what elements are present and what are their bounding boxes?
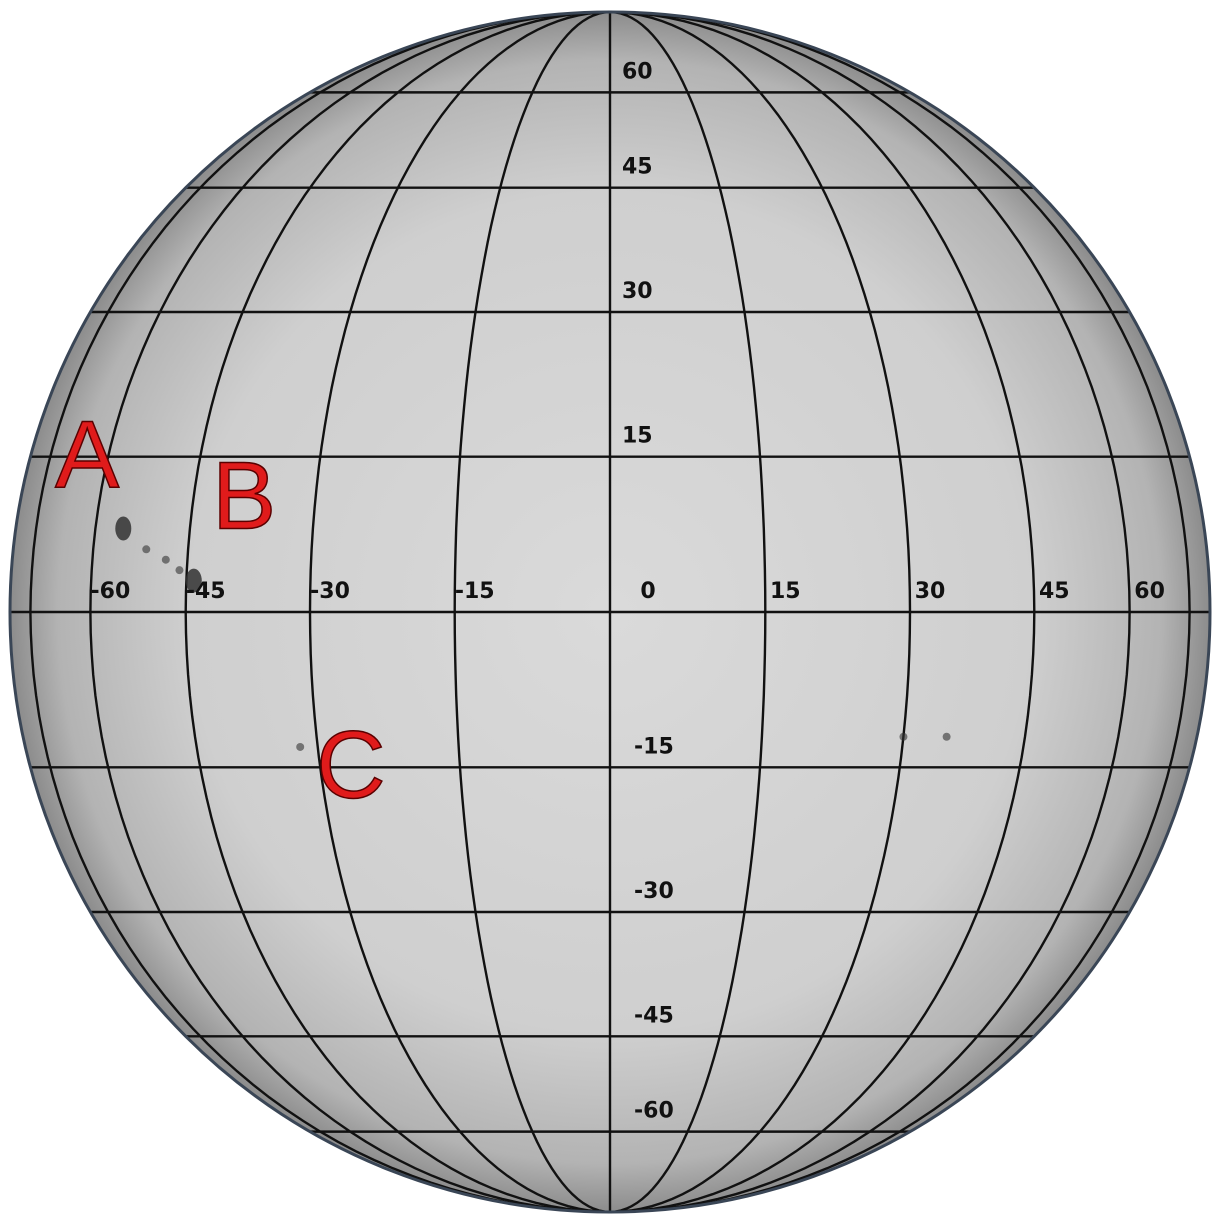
latitude-label: -30 [634,879,674,904]
sunspot-group [115,516,951,751]
longitude-label: -60 [91,579,131,604]
sunspot [185,568,202,593]
latitude-label: 30 [622,279,653,304]
marker-label-a: A [55,401,119,508]
marker-label-b: B [212,442,276,549]
sunspot [942,732,951,741]
sunspot [161,555,170,564]
coordinate-grid [10,12,1210,1212]
latitude-label: -60 [634,1099,674,1124]
sunspot [142,545,151,554]
latitude-label: -15 [634,734,674,759]
sunspot [115,516,132,541]
longitude-line [609,12,912,1212]
longitude-line [609,12,1131,1212]
longitude-line [29,12,611,1212]
longitude-label: -45 [186,579,226,604]
longitude-label: 15 [770,579,801,604]
longitude-label: -15 [455,579,495,604]
sunspot [899,732,908,741]
longitude-line [89,12,611,1212]
longitude-line [609,12,1191,1212]
longitude-line [453,12,611,1212]
disk-outline [8,10,1212,1214]
latitude-label: 45 [622,155,653,180]
sunspot [296,742,305,751]
longitude-label: 0 [640,579,655,604]
longitude-label: -30 [310,579,350,604]
sunspot [175,566,184,575]
grid-labels: -60 -45 -30 -15 0 15 30 45 60 60 45 30 15 -15 -30 -45 -6… [91,59,1165,1123]
longitude-label: 30 [915,579,946,604]
marker-labels: A B C [54,401,386,820]
longitude-label: 60 [1134,579,1165,604]
longitude-line [609,12,767,1212]
latitude-label: 60 [622,59,653,84]
marker-label-c: C [316,711,385,818]
longitude-line [308,12,611,1212]
latitude-label: 15 [622,424,653,449]
longitude-line [184,12,611,1212]
latitude-label: -45 [634,1003,674,1028]
longitude-line [609,12,1036,1212]
longitude-label: 45 [1039,579,1070,604]
